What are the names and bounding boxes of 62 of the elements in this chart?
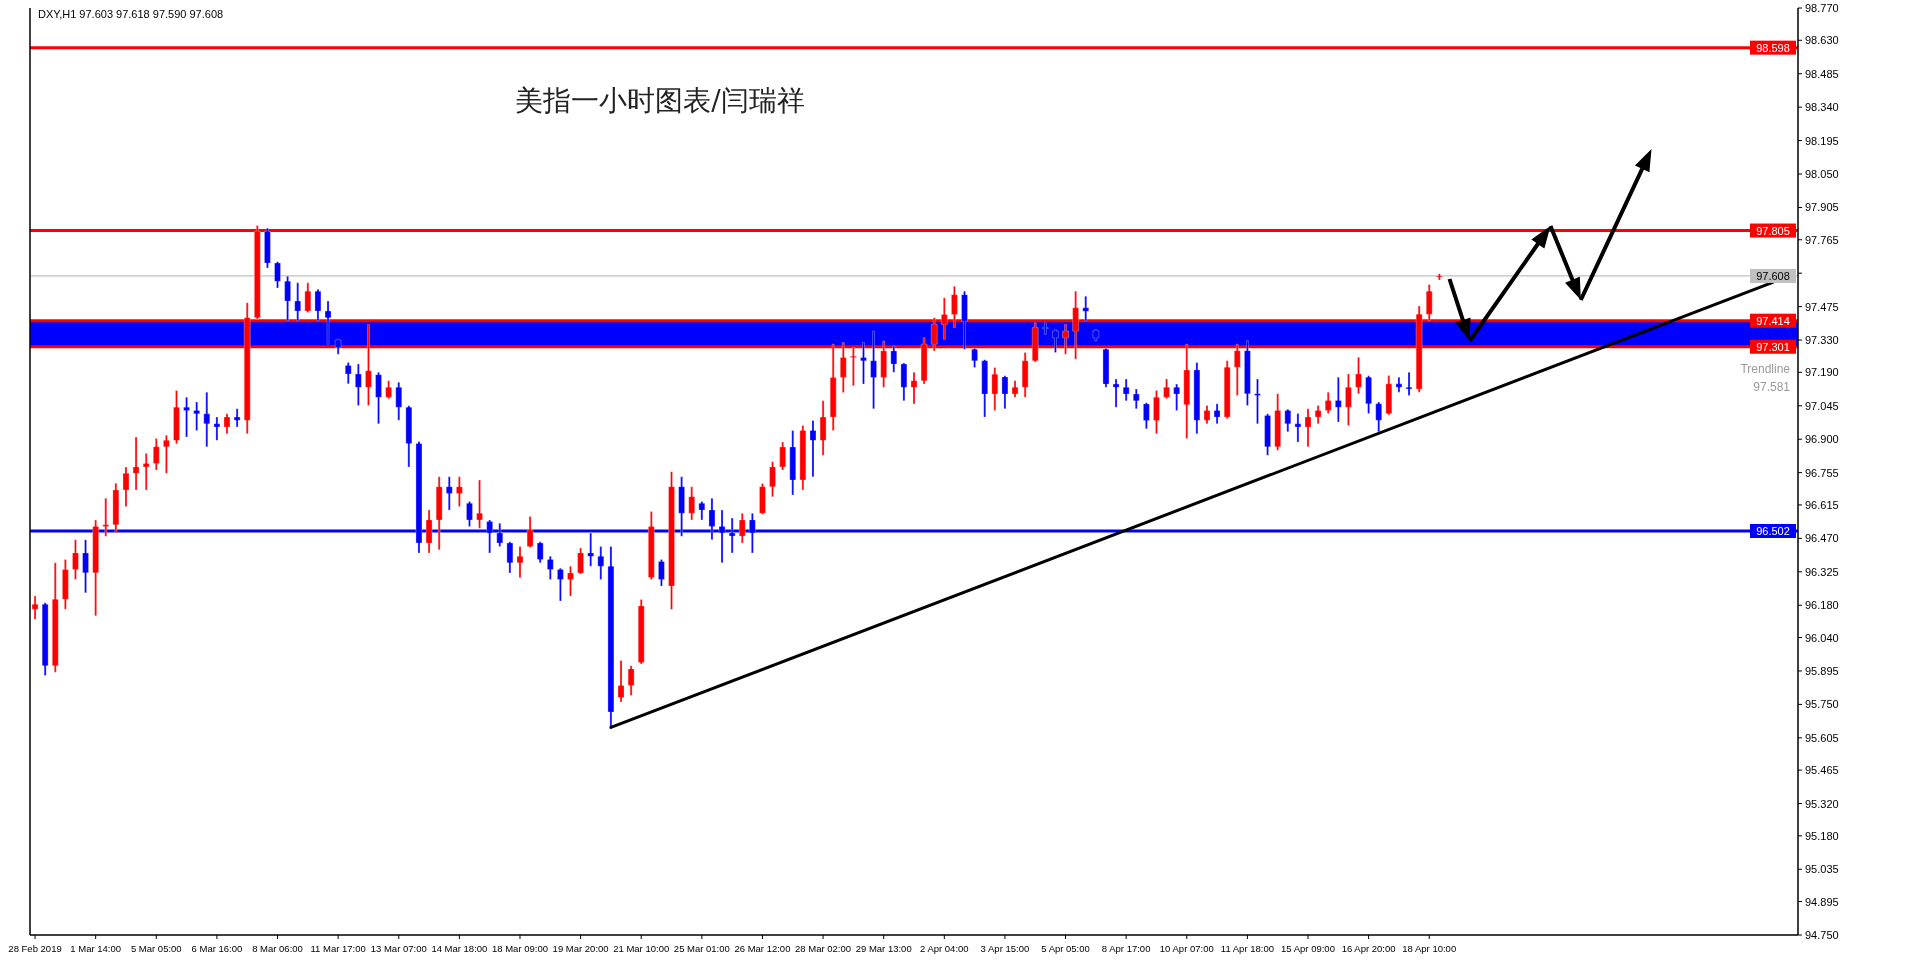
y-tick-label: 95.465 <box>1805 764 1839 777</box>
y-tick-label: 98.630 <box>1805 34 1839 47</box>
x-tick-label: 6 Mar 16:00 <box>191 943 243 954</box>
annotation: Trendline <box>1740 361 1791 376</box>
x-tick-label: 28 Feb 2019 <box>8 943 62 954</box>
y-tick-label: 95.320 <box>1805 797 1839 810</box>
y-tick-label: 95.035 <box>1805 863 1839 876</box>
chart-subtitle: DXY,H1 97.603 97.618 97.590 97.608 <box>38 8 224 20</box>
y-tick-label: 98.050 <box>1805 168 1839 181</box>
ref-line-label: 97.608 <box>1756 269 1790 282</box>
y-tick-label: 97.045 <box>1805 399 1839 412</box>
x-tick-label: 11 Mar 17:00 <box>310 943 366 954</box>
y-tick-label: 95.895 <box>1805 664 1839 677</box>
y-tick-label: 96.755 <box>1805 466 1839 479</box>
x-tick-label: 1 Mar 14:00 <box>70 943 122 954</box>
x-tick-label: 3 Apr 15:00 <box>980 943 1030 954</box>
annotation: 97.581 <box>1753 379 1791 394</box>
y-tick-label: 95.750 <box>1805 698 1839 711</box>
y-tick-label: 97.905 <box>1805 201 1839 214</box>
x-tick-label: 25 Mar 01:00 <box>673 943 730 954</box>
x-tick-label: 29 Mar 13:00 <box>855 943 912 954</box>
x-tick-label: 2 Apr 04:00 <box>920 943 969 954</box>
ref-line-label: 98.598 <box>1756 41 1790 54</box>
x-tick-label: 11 Apr 18:00 <box>1220 943 1274 954</box>
y-tick-label: 98.195 <box>1805 134 1839 147</box>
y-tick-label: 96.470 <box>1805 532 1839 545</box>
y-tick-label: 96.040 <box>1805 631 1839 644</box>
y-tick-label: 97.475 <box>1805 300 1839 313</box>
y-tick-label: 94.750 <box>1805 929 1839 941</box>
x-tick-label: 26 Mar 12:00 <box>734 943 791 954</box>
ref-line-label: 96.502 <box>1756 524 1790 537</box>
y-tick-label: 98.340 <box>1805 101 1839 114</box>
y-tick-label: 98.485 <box>1805 67 1839 80</box>
y-tick-label: 97.330 <box>1805 334 1839 347</box>
ref-line-label: 97.805 <box>1756 224 1790 237</box>
ref-line-label: 97.414 <box>1756 314 1790 327</box>
text: 美指一小时图表/闫瑞祥 <box>515 84 805 117</box>
x-tick-label: 10 Apr 07:00 <box>1159 943 1214 954</box>
x-tick-label: 18 Mar 09:00 <box>492 943 548 954</box>
x-tick-label: 5 Apr 05:00 <box>1041 943 1090 954</box>
y-tick-label: 97.190 <box>1805 366 1839 379</box>
y-tick-label: 95.605 <box>1805 731 1839 744</box>
x-tick-label: 8 Apr 17:00 <box>1101 943 1151 954</box>
x-tick-label: 8 Mar 06:00 <box>252 943 303 954</box>
y-tick-label: 94.895 <box>1805 895 1839 908</box>
x-tick-label: 15 Apr 09:00 <box>1281 943 1335 954</box>
x-tick-label: 5 Mar 05:00 <box>130 943 182 954</box>
ref-line-label: 97.301 <box>1756 340 1790 353</box>
x-tick-label: 16 Apr 20:00 <box>1341 943 1396 954</box>
y-tick-label: 96.615 <box>1805 498 1839 511</box>
y-tick-label: 96.325 <box>1805 565 1839 578</box>
x-tick-label: 19 Mar 20:00 <box>552 943 609 954</box>
x-tick-label: 13 Mar 07:00 <box>370 943 427 954</box>
y-tick-label: 98.770 <box>1805 2 1839 14</box>
y-tick-label: 96.900 <box>1805 433 1839 446</box>
x-tick-label: 18 Apr 10:00 <box>1402 943 1457 954</box>
x-tick-label: 28 Mar 02:00 <box>795 943 852 954</box>
x-tick-label: 14 Mar 18:00 <box>431 943 488 954</box>
y-tick-label: 97.765 <box>1805 233 1839 246</box>
y-tick-label: 95.180 <box>1805 829 1839 842</box>
y-tick-label: 96.180 <box>1805 599 1839 612</box>
x-tick-label: 21 Mar 10:00 <box>613 943 670 954</box>
